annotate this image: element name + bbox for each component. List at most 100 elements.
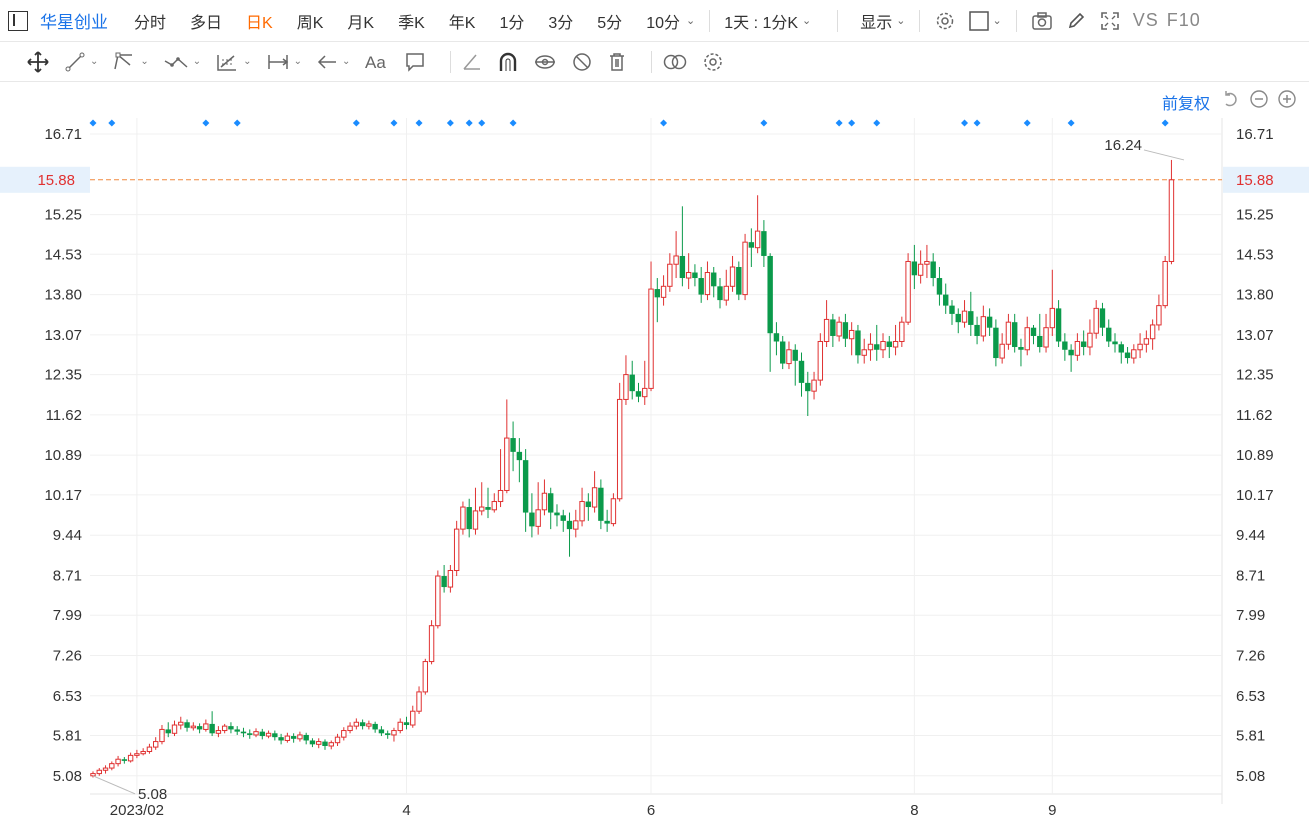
candle-body-up [616,398,623,500]
line-tool-icon[interactable]: ⌄ [64,51,98,73]
candle-body-up [648,288,654,389]
current-price-label-right: 15.88 [1236,172,1274,189]
candle-body-down [309,740,316,745]
candle-body-up [1156,305,1162,326]
candle-body-up [861,349,867,356]
overlay-compare-icon[interactable] [662,51,688,73]
tab-weekly-k[interactable]: 周K [296,14,324,32]
candle-body-down [184,722,190,728]
tab-yearly-k[interactable]: 年K [448,14,476,32]
y-tick-label-left: 10.89 [44,447,82,464]
layout-chevron-icon[interactable]: ⌄ [992,15,1002,27]
range-tool-icon[interactable]: ⌄ [266,51,302,73]
magnet-icon[interactable] [497,51,519,73]
candle-body-up [1074,340,1081,356]
eraser-line-icon[interactable] [461,51,483,73]
chevron-down-icon[interactable]: ⌄ [90,56,99,67]
settings-gear-icon[interactable] [934,10,956,32]
event-marker-diamond [446,119,454,127]
candle-body-up [880,340,886,351]
fullscreen-icon[interactable] [1099,10,1121,32]
x-tick-label: 9 [1048,802,1056,819]
wave-tool-icon[interactable]: ⌄ [163,51,201,73]
display-menu[interactable]: 显示 [860,14,893,32]
y-tick-label-left: 7.26 [53,647,82,664]
tab-fenshi[interactable]: 分时 [134,14,167,32]
candle-body-down [359,722,366,727]
drawing-settings-gear-icon[interactable] [702,51,724,73]
y-tick-label-right: 11.62 [1236,407,1272,424]
tab-10min[interactable]: 10分 [646,14,680,32]
polyline-tool-icon[interactable]: ⌄ [112,51,149,73]
comment-tool-icon[interactable] [404,51,426,73]
candle-body-up [435,575,441,627]
tab-1min[interactable]: 1分 [499,14,525,32]
sidebar-toggle-icon[interactable] [8,10,28,31]
candlestick-chart[interactable]: 16.71 16.71 15.25 15.25 14.53 14.53 13.80 13.80… [0,112,1309,832]
tab-quarterly-k[interactable]: 季K [398,14,425,32]
candle-body-up [591,487,598,508]
chevron-down-icon[interactable]: ⌄ [140,56,149,67]
stock-name[interactable]: 华星创业 [40,13,108,32]
tab-3min[interactable]: 3分 [548,14,574,32]
tab-daily-k[interactable]: 日K [246,14,273,32]
arrow-tool-icon[interactable]: ⌄ [316,51,350,73]
candle-body-down [516,451,523,461]
zoom-in-icon[interactable] [1277,89,1297,114]
candle-body-up [497,489,504,503]
candle-body-down [209,723,215,734]
candle-body-up [334,736,341,744]
camera-icon[interactable] [1031,10,1053,32]
tab-monthly-k[interactable]: 月K [347,14,375,32]
zoom-out-icon[interactable] [1249,89,1269,114]
candle-body-down [874,344,880,350]
candle-body-down [1068,349,1074,356]
candle-body-up [479,506,485,512]
chevron-down-icon[interactable]: ⌄ [341,56,351,67]
vs-compare-button[interactable]: VS [1132,10,1159,30]
chevron-down-icon[interactable]: ⌄ [243,56,252,67]
layout-square-icon[interactable] [968,10,990,32]
candle-body-up [685,272,692,279]
adjust-mode-button[interactable]: 前复权 [1161,96,1210,113]
candle-body-down [441,576,447,588]
text-tool-icon[interactable]: Aa [364,51,390,73]
candle-body-up [610,498,617,525]
pencil-icon[interactable] [1065,10,1087,32]
tab-multi-day[interactable]: 多日 [190,14,223,32]
candle-body-down [378,729,385,734]
candle-body-up [905,260,911,323]
x-tick-label: 2023/02 [110,802,164,819]
event-marker-diamond [352,119,360,127]
candle-body-up [109,763,115,769]
candle-body-up [265,732,272,737]
candle-body-up [573,520,579,530]
min-price-label: 5.08 [138,786,167,803]
y-tick-label-left: 13.80 [44,287,82,304]
y-tick-label-right: 5.81 [1236,728,1265,745]
trash-icon[interactable] [607,51,627,73]
candle-body-down [629,374,635,392]
candle-body-down [943,294,949,306]
candle-body-down [566,520,573,530]
candle-body-down [692,272,698,279]
tab-5min[interactable]: 5分 [597,14,623,32]
move-cross-icon[interactable] [26,50,50,74]
reset-icon[interactable] [1221,89,1241,114]
hide-drawing-icon[interactable] [571,51,593,73]
chevron-down-icon[interactable]: ⌄ [293,56,302,67]
display-chevron-icon[interactable]: ⌄ [896,15,906,27]
period-chevron-icon[interactable]: ⌄ [802,15,812,27]
x-tick-label: 6 [647,802,655,819]
candle-body-down [598,487,604,521]
candle-body-up [1143,338,1150,345]
fibonacci-tool-icon[interactable]: ⌄ [215,51,252,73]
candle-body-up [541,492,548,511]
f10-button[interactable]: F10 [1166,10,1201,30]
candle-body-up [90,773,96,777]
period-selector[interactable]: 1天 : 1分K [724,14,799,32]
more-periods-chevron-icon[interactable]: ⌄ [686,15,696,27]
chevron-down-icon[interactable]: ⌄ [192,56,202,67]
lock-drawing-icon[interactable] [533,51,557,73]
candle-body-up [579,501,585,522]
